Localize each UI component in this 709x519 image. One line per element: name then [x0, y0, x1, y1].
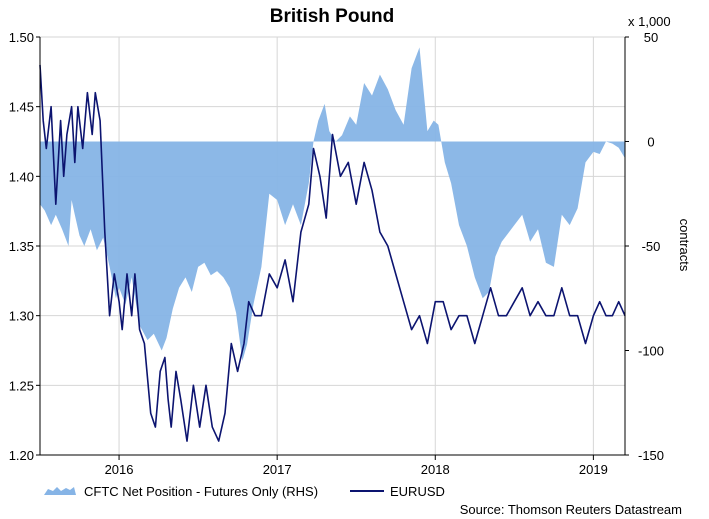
right-tick-label: -50 — [642, 239, 661, 254]
source-note: Source: Thomson Reuters Datastream — [460, 502, 682, 517]
right-tick-label: 0 — [647, 135, 654, 150]
left-tick-label: 1.30 — [9, 309, 34, 324]
left-tick-label: 1.25 — [9, 378, 34, 393]
right-axis-unit-label: x 1,000 — [628, 14, 671, 29]
chart-title: British Pound — [270, 6, 395, 27]
x-axis-ticks: 2016 2017 2018 2019 — [105, 455, 608, 477]
right-tick-label: -100 — [638, 344, 664, 359]
left-tick-label: 1.45 — [9, 100, 34, 115]
right-tick-label: -150 — [638, 448, 664, 463]
left-tick-label: 1.20 — [9, 448, 34, 463]
x-tick-label: 2019 — [579, 462, 608, 477]
legend-cftc-label: CFTC Net Position - Futures Only (RHS) — [84, 484, 318, 499]
legend-cftc-swatch — [44, 487, 76, 495]
right-tick-label: 50 — [644, 30, 658, 45]
x-tick-label: 2016 — [105, 462, 134, 477]
left-tick-label: 1.40 — [9, 169, 34, 184]
legend: CFTC Net Position - Futures Only (RHS) E… — [44, 484, 445, 499]
right-axis-title: contracts — [677, 219, 692, 272]
legend-eurusd-label: EURUSD — [390, 484, 445, 499]
eurusd-line — [39, 64, 626, 442]
x-tick-label: 2018 — [421, 462, 450, 477]
left-axis-ticks: 1.20 1.25 1.30 1.35 1.40 1.45 1.50 — [9, 30, 40, 463]
left-tick-label: 1.50 — [9, 30, 34, 45]
grid — [40, 36, 625, 456]
cftc-net-position-area — [40, 47, 625, 361]
right-axis-ticks: 50 0 -50 -100 -150 — [625, 30, 664, 463]
x-tick-label: 2017 — [263, 462, 292, 477]
cftc-area-layer — [40, 47, 625, 361]
eurusd-line-layer — [39, 64, 626, 442]
left-tick-label: 1.35 — [9, 239, 34, 254]
